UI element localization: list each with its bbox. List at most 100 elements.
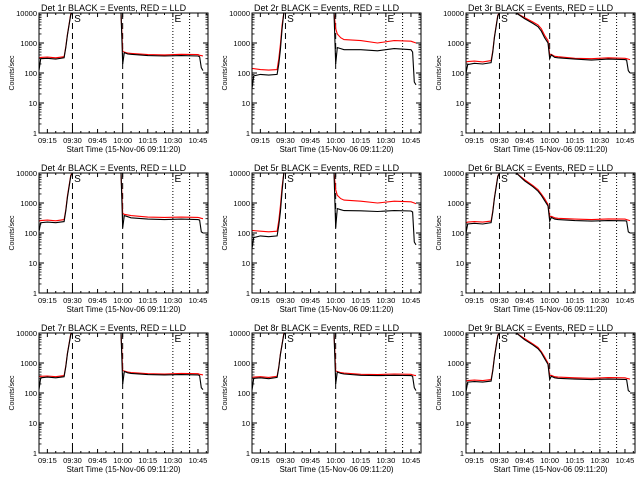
y-tick-label: 1000	[20, 199, 37, 208]
event-marker-e: E	[175, 334, 182, 345]
event-marker-e: E	[602, 334, 609, 345]
y-tick-label: 1	[246, 289, 250, 298]
x-tick-label: 09:30	[490, 456, 509, 465]
plot-frame	[465, 172, 636, 294]
y-tick-label: 100	[237, 229, 250, 238]
series-line-events	[252, 13, 417, 89]
x-tick-label: 10:30	[376, 136, 395, 145]
x-tick-label: 09:45	[88, 456, 107, 465]
x-tick-label: 09:45	[515, 296, 534, 305]
x-tick-label: 10:15	[565, 456, 584, 465]
y-tick-label: 100	[237, 69, 250, 78]
y-tick-label: 10	[456, 99, 464, 108]
y-tick-label: 1000	[233, 359, 250, 368]
x-tick-label: 10:00	[540, 456, 559, 465]
x-tick-label: 10:15	[138, 456, 157, 465]
y-tick-label: 10000	[16, 169, 37, 178]
panel-title: Det 2r BLACK = Events, RED = LLD	[254, 3, 400, 13]
plot-frame	[251, 332, 422, 454]
y-tick-label: 1000	[233, 39, 250, 48]
y-tick-label: 10000	[229, 9, 250, 18]
x-axis-label: Start Time (15-Nov-06 09:11:20)	[66, 145, 180, 154]
panel-title: Det 1r BLACK = Events, RED = LLD	[41, 3, 187, 13]
x-tick-label: 09:30	[63, 136, 82, 145]
x-tick-label: 09:45	[88, 296, 107, 305]
y-tick-label: 10000	[229, 329, 250, 338]
series-line-events	[39, 333, 204, 390]
panel-title: Det 9r BLACK = Events, RED = LLD	[468, 323, 614, 333]
y-tick-label: 100	[451, 229, 464, 238]
plot-frame	[465, 12, 636, 134]
panel-title: Det 4r BLACK = Events, RED = LLD	[41, 163, 187, 173]
chart-panel-9: 09:15 09:30 09:45 10:00 10:15 10:30 10:45 1 10 10…	[436, 323, 636, 474]
series-line-events	[466, 13, 631, 74]
x-axis-label: Start Time (15-Nov-06 09:11:20)	[493, 465, 607, 474]
x-tick-label: 10:15	[138, 136, 157, 145]
x-axis-label: Start Time (15-Nov-06 09:11:20)	[279, 145, 393, 154]
x-tick-label: 09:30	[276, 136, 295, 145]
x-axis-label: Start Time (15-Nov-06 09:11:20)	[279, 465, 393, 474]
x-tick-label: 10:30	[163, 136, 182, 145]
x-tick-label: 10:00	[113, 456, 132, 465]
chart-panel-3: 09:15 09:30 09:45 10:00 10:15 10:30 10:45 1 10 10…	[436, 3, 636, 154]
x-tick-label: 09:30	[276, 296, 295, 305]
x-tick-label: 10:30	[163, 456, 182, 465]
chart-panel-4: 09:15 09:30 09:45 10:00 10:15 10:30 10:45 1 10 10…	[9, 163, 209, 314]
y-tick-label: 10000	[443, 9, 464, 18]
event-marker-e: E	[175, 174, 182, 185]
x-axis-label: Start Time (15-Nov-06 09:11:20)	[66, 465, 180, 474]
x-tick-label: 10:00	[113, 296, 132, 305]
x-tick-label: 10:00	[326, 296, 345, 305]
y-tick-label: 10000	[16, 9, 37, 18]
y-axis-label: Counts/sec	[436, 375, 443, 411]
x-tick-label: 09:45	[515, 456, 534, 465]
y-tick-label: 1	[33, 289, 37, 298]
x-tick-label: 09:15	[38, 456, 57, 465]
event-marker-s: S	[501, 174, 508, 185]
series-line-events	[252, 173, 417, 249]
x-tick-label: 10:15	[565, 296, 584, 305]
x-tick-label: 09:30	[490, 296, 509, 305]
x-tick-label: 09:30	[276, 456, 295, 465]
panel-title: Det 3r BLACK = Events, RED = LLD	[468, 3, 614, 13]
chart-panel-2: 09:15 09:30 09:45 10:00 10:15 10:30 10:45 1 10 10…	[222, 3, 422, 154]
y-tick-label: 10	[456, 419, 464, 428]
x-tick-label: 09:45	[88, 136, 107, 145]
y-axis-label: Counts/sec	[222, 215, 229, 251]
y-tick-label: 10000	[229, 169, 250, 178]
series-line-lld	[252, 13, 417, 71]
x-tick-label: 10:30	[163, 296, 182, 305]
x-tick-label: 09:45	[301, 456, 320, 465]
y-tick-label: 100	[451, 389, 464, 398]
y-axis-label: Counts/sec	[9, 215, 16, 251]
x-tick-label: 10:30	[590, 456, 609, 465]
x-tick-label: 09:15	[38, 136, 57, 145]
event-marker-e: E	[602, 174, 609, 185]
x-tick-label: 09:45	[301, 136, 320, 145]
x-tick-label: 10:45	[402, 296, 421, 305]
event-marker-e: E	[388, 334, 395, 345]
x-axis-label: Start Time (15-Nov-06 09:11:20)	[493, 305, 607, 314]
y-tick-label: 10	[456, 259, 464, 268]
series-line-events	[466, 333, 631, 393]
panel-title: Det 7r BLACK = Events, RED = LLD	[41, 323, 187, 333]
x-tick-label: 10:45	[189, 136, 208, 145]
y-tick-label: 1000	[20, 39, 37, 48]
x-axis-label: Start Time (15-Nov-06 09:11:20)	[66, 305, 180, 314]
x-tick-label: 09:15	[38, 296, 57, 305]
y-tick-label: 1	[33, 129, 37, 138]
series-line-events	[39, 13, 204, 71]
chart-panel-5: 09:15 09:30 09:45 10:00 10:15 10:30 10:45 1 10 10…	[222, 163, 422, 314]
event-marker-s: S	[74, 14, 81, 25]
x-tick-label: 10:30	[590, 296, 609, 305]
x-tick-label: 10:15	[351, 296, 370, 305]
y-tick-label: 1000	[447, 39, 464, 48]
x-tick-label: 09:30	[63, 296, 82, 305]
plot-frame	[465, 332, 636, 454]
y-tick-label: 1000	[447, 199, 464, 208]
x-tick-label: 09:30	[490, 136, 509, 145]
x-tick-label: 10:15	[351, 456, 370, 465]
series-line-lld	[252, 173, 417, 233]
y-tick-label: 100	[237, 389, 250, 398]
x-tick-label: 09:15	[465, 456, 484, 465]
